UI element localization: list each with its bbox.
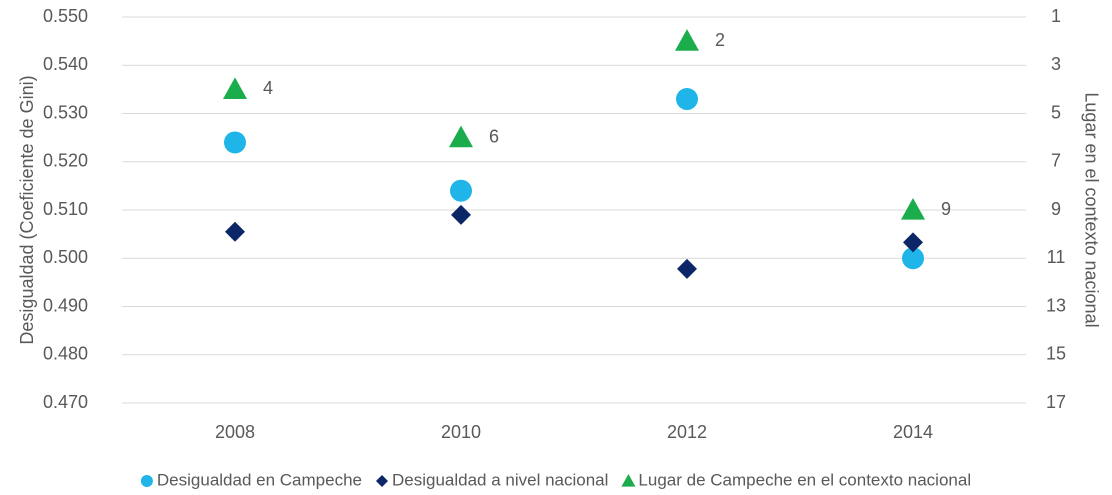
point	[677, 258, 697, 279]
legend-marker	[375, 475, 388, 487]
y-tick-label: 0.510	[43, 199, 88, 219]
y2-tick-label: 11	[1047, 247, 1066, 267]
point	[903, 232, 923, 253]
x-tick-label: 2008	[215, 422, 255, 442]
legend-marker	[621, 474, 636, 487]
y-tick-label: 0.520	[43, 151, 88, 171]
point	[224, 131, 246, 154]
y2-tick-label: 13	[1046, 295, 1066, 315]
legend-marker	[140, 475, 153, 487]
y-tick-label: 0.470	[43, 392, 88, 412]
x-tick-label: 2012	[667, 422, 707, 442]
point	[675, 29, 699, 51]
point	[223, 77, 247, 99]
data-label: 4	[263, 78, 273, 98]
point	[225, 221, 245, 242]
point	[676, 88, 698, 111]
y2-tick-label: 3	[1051, 54, 1061, 74]
y2-tick-label: 5	[1051, 102, 1061, 122]
y-tick-label: 0.550	[43, 6, 88, 26]
point	[449, 125, 473, 148]
data-label: 9	[941, 199, 951, 219]
point	[450, 179, 472, 202]
legend: Desigualdad en Campeche Desigualdad a niv…	[140, 470, 971, 489]
point	[451, 204, 471, 225]
point	[902, 247, 924, 270]
x-tick-label: 2010	[441, 422, 481, 442]
y2-tick-label: 7	[1051, 151, 1061, 171]
y-tick-label: 0.490	[43, 295, 88, 315]
data-label: 6	[489, 126, 499, 146]
y-tick-label: 0.480	[43, 344, 88, 364]
point	[901, 198, 925, 220]
y-axis-title: Desigualdad (Coeficiente de Gini)	[17, 75, 37, 344]
legend-label: Desigualdad en Campeche	[157, 470, 362, 489]
y-tick-label: 0.540	[43, 54, 88, 74]
y2-tick-label: 9	[1051, 199, 1061, 219]
y-tick-label: 0.530	[43, 102, 88, 122]
y-tick-label: 0.500	[43, 247, 88, 267]
y2-tick-label: 1	[1051, 6, 1061, 26]
data-label: 2	[715, 30, 725, 50]
y2-axis-title: Lugar en el contexto nacional	[1081, 92, 1101, 327]
y2-tick-label: 17	[1046, 392, 1066, 412]
y2-tick-label: 15	[1046, 344, 1066, 364]
legend-label: Lugar de Campeche en el contexto naciona…	[638, 470, 971, 489]
legend-label: Desigualdad a nivel nacional	[392, 470, 608, 489]
x-tick-label: 2014	[893, 422, 933, 442]
